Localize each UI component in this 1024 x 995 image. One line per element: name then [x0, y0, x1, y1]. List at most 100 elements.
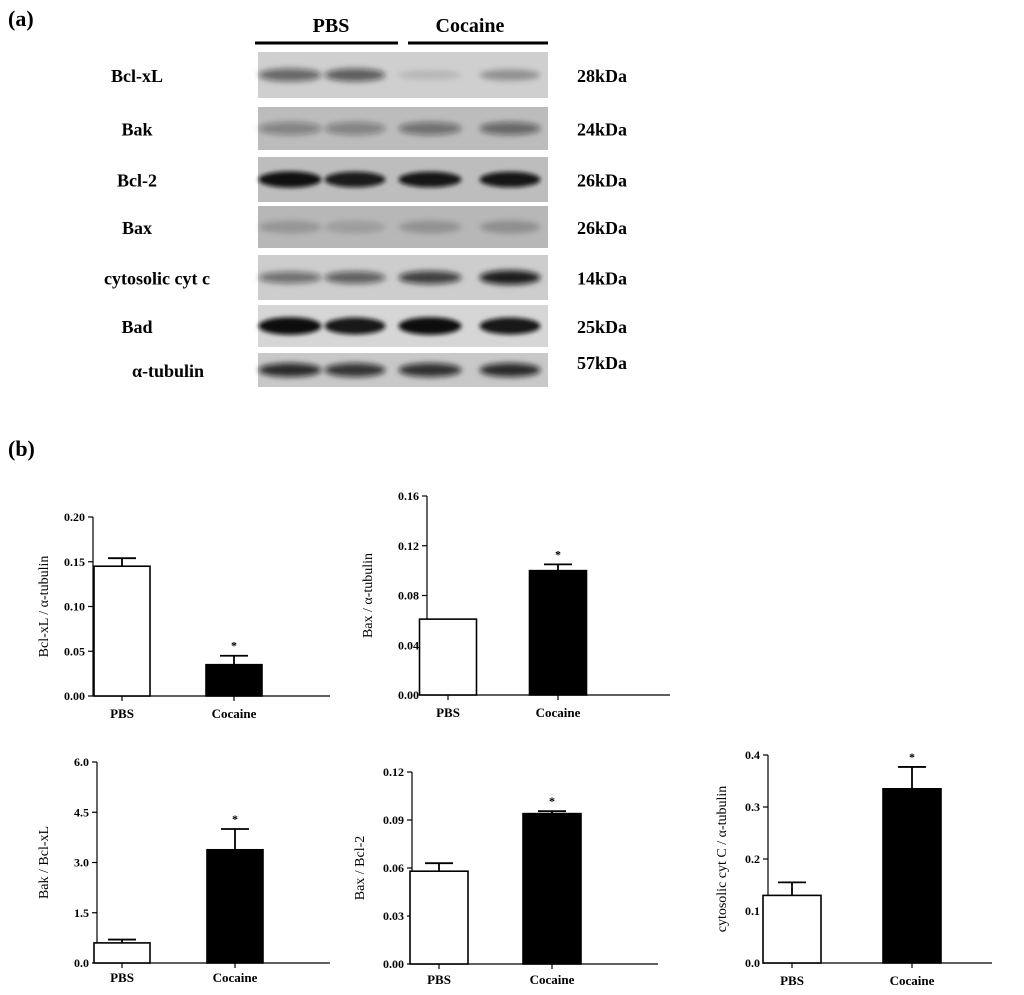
blot-band: [479, 220, 541, 234]
bar-cocaine: [882, 787, 942, 964]
y-tick-label: 0.00: [398, 688, 419, 702]
blot-band: [258, 363, 322, 377]
y-tick-label: 0.08: [398, 589, 419, 603]
bar-pbs: [409, 870, 469, 965]
y-tick-label: 3.0: [74, 856, 89, 870]
chart-cyt-c-tubulin: 0.0 0.1 0.2 0.3 0.4 PBS * Cocaine cytosolic cyt …: [715, 748, 992, 988]
bar-pbs: [93, 565, 151, 697]
category-label: Cocaine: [212, 706, 257, 721]
western-blot: PBS Cocaine Bcl-xL 28kDa Bak 24kDa Bcl-2 26kD…: [104, 15, 627, 387]
protein-label: α-tubulin: [132, 361, 204, 381]
blot-band: [324, 122, 386, 135]
bar-pbs: [762, 894, 822, 964]
blot-band: [324, 171, 386, 188]
y-tick-label: 0.15: [64, 555, 85, 569]
blot-band: [479, 69, 541, 81]
significance-marker: *: [231, 639, 237, 653]
bar-pbs: [418, 618, 478, 696]
chart-bak-bcl-xl: 0.0 1.5 3.0 4.5 6.0 PBS * Cocaine Bak / Bcl-xL: [37, 755, 330, 985]
blot-band: [398, 70, 462, 80]
molecular-weight-label: 14kDa: [577, 269, 627, 289]
blot-band: [324, 363, 386, 377]
panel-a-label: (a): [8, 6, 34, 31]
blot-band: [398, 220, 462, 234]
y-tick-label: 0.05: [64, 644, 85, 658]
y-tick-label: 0.16: [398, 489, 419, 503]
blot-band: [479, 317, 541, 335]
y-tick-label: 6.0: [74, 755, 89, 769]
blot-band: [398, 271, 462, 284]
y-axis-label: Bcl-xL / α-tubulin: [37, 556, 52, 658]
molecular-weight-label: 25kDa: [577, 317, 627, 337]
y-tick-label: 0.04: [398, 638, 419, 652]
category-label: PBS: [110, 970, 134, 985]
blot-band: [324, 68, 386, 82]
y-tick-label: 0.4: [745, 748, 760, 762]
y-tick-label: 0.0: [74, 956, 89, 970]
blot-band: [324, 220, 386, 234]
blot-band: [479, 270, 541, 285]
significance-marker: *: [555, 547, 561, 561]
blot-band: [398, 363, 462, 377]
protein-label: Bcl-xL: [111, 66, 163, 86]
y-axis-label: Bax / α-tubulin: [361, 553, 376, 638]
y-tick-label: 0.10: [64, 600, 85, 614]
pbs-group-label: PBS: [313, 15, 350, 37]
blot-band: [258, 317, 322, 335]
bar-cocaine: [528, 569, 588, 696]
bar-cocaine: [206, 848, 264, 964]
protein-label: Bax: [122, 218, 152, 238]
panel-b-label: (b): [8, 436, 35, 461]
bar-cocaine: [205, 663, 263, 697]
blot-band: [324, 317, 386, 335]
molecular-weight-label: 57kDa: [577, 353, 627, 373]
blot-band: [258, 220, 322, 234]
y-tick-label: 0.2: [745, 852, 760, 866]
category-label: PBS: [427, 972, 451, 987]
cocaine-group-label: Cocaine: [436, 15, 505, 37]
y-tick-label: 0.03: [383, 909, 404, 923]
y-tick-label: 0.3: [745, 800, 760, 814]
protein-label: Bcl-2: [117, 171, 157, 191]
y-tick-label: 4.5: [74, 805, 89, 819]
protein-label: Bad: [121, 317, 152, 337]
molecular-weight-label: 26kDa: [577, 171, 627, 191]
category-label: Cocaine: [530, 972, 575, 987]
blot-band: [258, 68, 322, 82]
category-label: Cocaine: [536, 705, 581, 720]
category-label: PBS: [436, 705, 460, 720]
blot-band: [398, 171, 462, 188]
y-tick-label: 0.1: [745, 904, 760, 918]
protein-label: cytosolic cyt c: [104, 269, 210, 289]
blot-band: [258, 122, 322, 135]
chart-bax-tubulin: 0.00 0.04 0.08 0.12 0.16 PBS * Cocaine Bax / α-t…: [361, 489, 670, 720]
blot-band: [479, 122, 541, 135]
chart-bcl-xl-tubulin: 0.00 0.05 0.10 0.15 0.20 PBS * Cocaine Bcl-xL / …: [37, 510, 330, 721]
y-tick-label: 0.00: [383, 957, 404, 971]
y-axis-label: cytosolic cyt C / α-tubulin: [715, 786, 730, 933]
blot-band: [398, 122, 462, 135]
y-axis-label: Bax / Bcl-2: [353, 836, 368, 901]
blot-band: [479, 363, 541, 377]
protein-label: Bak: [121, 120, 152, 140]
significance-marker: *: [232, 812, 238, 826]
y-tick-label: 0.0: [745, 956, 760, 970]
chart-bax-bcl-2: 0.00 0.03 0.06 0.09 0.12 PBS * Cocaine Bax / Bcl…: [353, 765, 658, 987]
category-label: Cocaine: [890, 973, 935, 988]
blot-band: [398, 317, 462, 335]
y-tick-label: 0.09: [383, 813, 404, 827]
y-tick-label: 0.20: [64, 510, 85, 524]
blot-band: [479, 171, 541, 188]
y-tick-label: 0.12: [398, 539, 419, 553]
y-tick-label: 1.5: [74, 906, 89, 920]
category-label: PBS: [780, 973, 804, 988]
blot-band: [324, 271, 386, 284]
category-label: PBS: [110, 706, 134, 721]
molecular-weight-label: 28kDa: [577, 66, 627, 86]
significance-marker: *: [909, 750, 915, 764]
molecular-weight-label: 26kDa: [577, 218, 627, 238]
blot-band: [258, 171, 322, 188]
category-label: Cocaine: [213, 970, 258, 985]
significance-marker: *: [549, 794, 555, 808]
y-tick-label: 0.12: [383, 765, 404, 779]
